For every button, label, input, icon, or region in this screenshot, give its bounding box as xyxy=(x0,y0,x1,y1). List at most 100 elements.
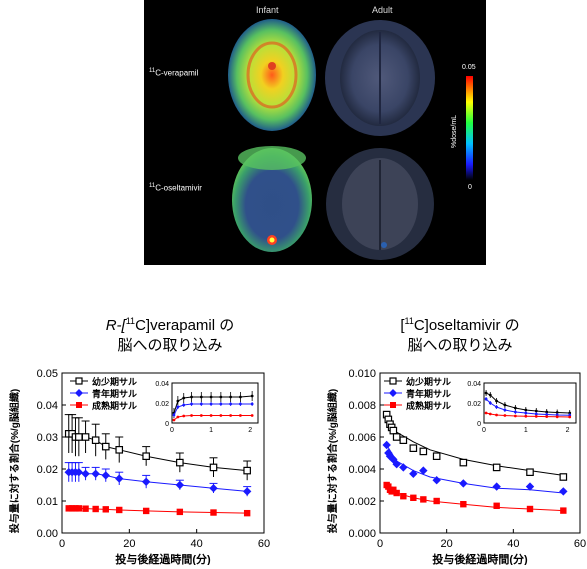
inset-point xyxy=(524,414,528,418)
data-point xyxy=(115,445,124,454)
legend-label: 幼少期サル xyxy=(406,376,451,387)
data-point xyxy=(409,469,418,478)
inset-point xyxy=(488,393,492,397)
data-point xyxy=(459,479,468,488)
inset-point xyxy=(495,399,498,403)
inset-point xyxy=(250,402,254,406)
inset-point xyxy=(199,395,203,399)
inset-point xyxy=(199,414,203,417)
inset-point xyxy=(190,402,193,406)
legend-label: 青年期サル xyxy=(406,388,451,399)
colorbar-unit-label: %dose/mL xyxy=(451,114,458,148)
inset-point xyxy=(229,414,233,417)
x-tick-label: 0 xyxy=(377,538,383,550)
data-point xyxy=(559,473,568,481)
legend-marker xyxy=(75,377,83,385)
inset-plot: 0 1 2 0 0.02 0.04 xyxy=(155,381,259,434)
data-point xyxy=(382,440,391,450)
row-label-verapamil: 11C-verapamil xyxy=(149,68,199,78)
pet-image-panel: Infant Adult 11C-verapamil 11C-oseltamiv… xyxy=(144,0,486,265)
legend-marker xyxy=(389,389,397,397)
inset-point xyxy=(534,409,538,413)
inset-point xyxy=(239,414,242,417)
inset-point xyxy=(176,415,180,419)
inset-point xyxy=(182,414,186,418)
inset-point xyxy=(172,413,176,417)
inset-point xyxy=(250,414,254,417)
legend-label: 成熟期サル xyxy=(406,400,451,411)
data-point xyxy=(493,502,500,509)
inset-point xyxy=(503,408,507,412)
data-point xyxy=(74,468,84,477)
data-point xyxy=(560,507,567,514)
inset-series-line xyxy=(173,395,253,414)
left-chart-title: R-[11C]verapamil の 脳への取り込み xyxy=(105,316,235,354)
inset-point xyxy=(172,418,176,422)
data-point xyxy=(399,436,408,445)
inset-y-tick-label: 0.02 xyxy=(467,401,481,408)
inset-point xyxy=(209,414,213,417)
data-point xyxy=(209,463,218,472)
inset-y-tick-label: 0.04 xyxy=(155,381,169,388)
inset-point xyxy=(219,414,223,417)
y-tick-label: 0.006 xyxy=(348,432,376,444)
colorbar xyxy=(466,76,473,180)
data-point xyxy=(492,463,501,472)
infant-verapamil-scan xyxy=(228,19,316,131)
inset-point xyxy=(219,402,223,406)
data-point xyxy=(176,508,184,516)
inset-point xyxy=(484,397,488,401)
inset-y-tick-label: 0.04 xyxy=(467,381,481,388)
data-point xyxy=(242,487,252,496)
inset-point xyxy=(524,411,528,415)
inset-point xyxy=(555,415,559,419)
data-point xyxy=(142,452,150,461)
y-axis-label: 投与量に対する割合(%/g脳組織) xyxy=(8,389,21,533)
inset-point xyxy=(495,405,498,409)
inset-point xyxy=(488,412,492,416)
x-tick-label: 20 xyxy=(123,538,135,550)
adult-oseltamivir-scan xyxy=(326,148,434,260)
data-point xyxy=(209,484,218,493)
inset-point xyxy=(219,395,223,399)
column-label-adult: Adult xyxy=(372,5,393,15)
data-point xyxy=(409,444,418,453)
inset-point xyxy=(545,415,549,418)
data-point xyxy=(141,477,151,486)
inset-point xyxy=(176,405,180,409)
inset-point xyxy=(503,414,507,417)
inset-x-tick-label: 0 xyxy=(170,427,174,434)
data-point xyxy=(101,442,110,451)
data-point xyxy=(92,505,99,513)
data-point xyxy=(420,496,427,503)
inset-point xyxy=(239,402,242,406)
data-point xyxy=(175,480,185,490)
inset-point xyxy=(534,412,538,416)
pet-brain-images xyxy=(228,19,473,260)
data-point xyxy=(525,482,535,491)
data-point xyxy=(68,505,76,512)
data-point xyxy=(419,447,428,456)
inset-series-line xyxy=(173,415,253,421)
inset-point xyxy=(534,415,538,418)
data-point xyxy=(115,474,124,483)
inset-series-line xyxy=(485,392,570,414)
inset-point xyxy=(555,411,559,414)
data-point xyxy=(385,483,392,490)
inset-x-tick-label: 1 xyxy=(209,427,213,434)
data-point xyxy=(460,501,467,508)
data-point xyxy=(142,507,150,515)
inset-point xyxy=(209,395,213,399)
legend-marker xyxy=(75,389,83,397)
y-axis-label: 投与量に対する割合(%/g脳組織) xyxy=(326,389,339,533)
inset-series-line xyxy=(173,403,253,416)
x-axis-label: 投与後経過時間(分) xyxy=(115,552,211,565)
inset-y-tick-label: 0 xyxy=(477,421,481,428)
y-tick-label: 0.04 xyxy=(37,400,58,412)
data-point xyxy=(389,426,398,435)
inset-point xyxy=(229,395,233,399)
inset-point xyxy=(209,402,213,406)
data-point xyxy=(65,505,72,512)
inset-point xyxy=(545,413,549,416)
